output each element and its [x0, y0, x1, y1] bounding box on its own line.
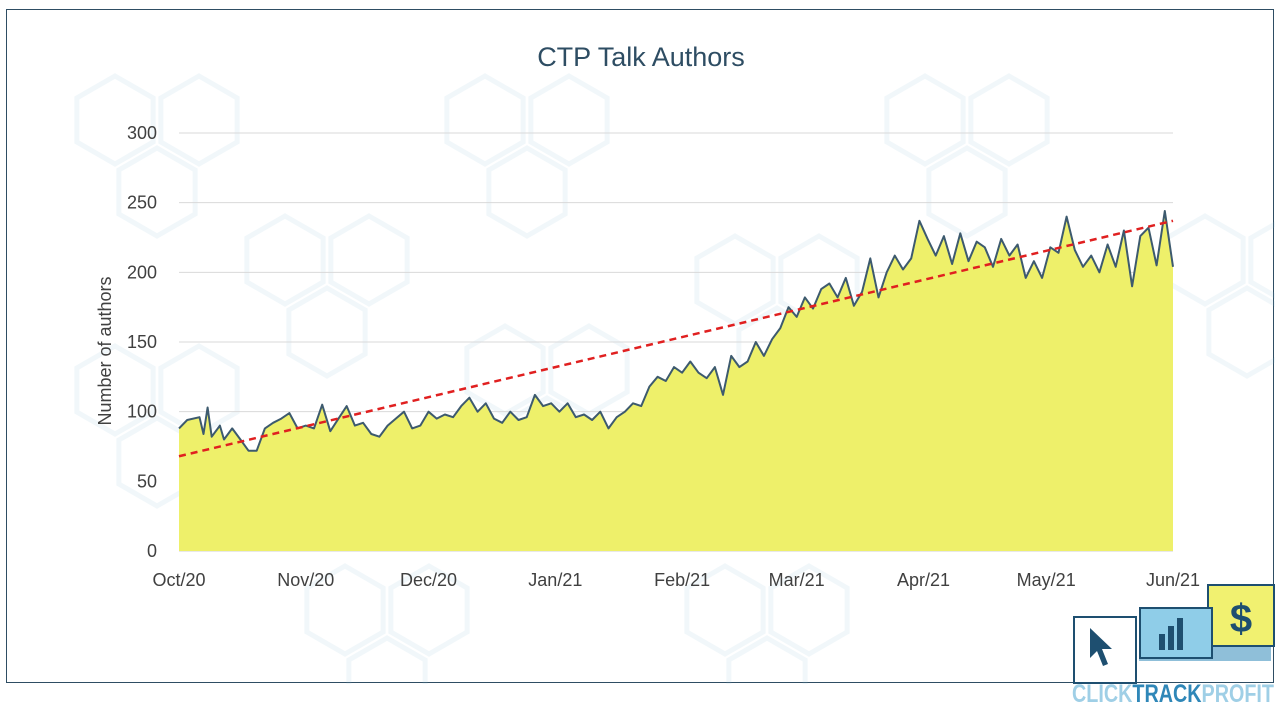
clicktrackprofit-logo: $ CLICKTRACKPROFIT [1072, 584, 1275, 706]
x-tick-label: Apr/21 [897, 570, 950, 590]
area-fill [179, 211, 1173, 551]
watermark-cursor-icon [304, 563, 386, 657]
watermark-cursor-icon [74, 73, 156, 167]
x-tick-label: Feb/21 [654, 570, 710, 590]
watermark-bar-chart-icon [726, 635, 808, 684]
x-axis-ticks: Oct/20 Nov/20 Dec/20 Jan/21 Feb/21 Mar/21 Apr/… [152, 570, 1200, 590]
watermark-dollar-icon [548, 323, 630, 417]
watermark-cursor-icon [244, 213, 326, 307]
chart-title: CTP Talk Authors [537, 42, 745, 72]
cursor-icon [1090, 628, 1112, 666]
y-tick-label: 250 [127, 193, 157, 213]
watermark-bar-chart-icon [926, 145, 1008, 239]
chart-frame: 0 50 100 150 200 250 300 Oct/20 Nov/20 Dec/20 Jan… [6, 9, 1275, 684]
watermark-cursor-icon [74, 343, 156, 437]
trendline [178, 219, 1174, 458]
logo-wordmark: CLICKTRACKPROFIT [1072, 680, 1274, 706]
series-layer [178, 210, 1174, 551]
y-axis-ticks: 0 50 100 150 200 250 300 [127, 123, 157, 561]
watermark-dollar-icon [968, 73, 1050, 167]
watermark-dollar-icon [1248, 221, 1275, 299]
watermark-cursor-icon [694, 233, 776, 327]
y-tick-label: 300 [127, 123, 157, 143]
y-tick-label: 100 [127, 402, 157, 422]
y-tick-label: 50 [137, 471, 157, 491]
x-tick-label: Oct/20 [152, 570, 205, 590]
series-line [178, 210, 1174, 452]
watermark-bar-chart-icon [486, 145, 568, 239]
watermark-cursor-icon [464, 323, 546, 417]
dollar-icon: $ [1230, 597, 1252, 641]
watermark-bar-chart-icon [286, 285, 368, 379]
watermark-cursor-icon [1164, 213, 1246, 307]
y-tick-label: 0 [147, 541, 157, 561]
watermark-dollar-icon [158, 73, 240, 167]
watermark-dollar-icon [328, 213, 410, 307]
watermark-cursor-icon [684, 563, 766, 657]
chart-canvas: 0 50 100 150 200 250 300 Oct/20 Nov/20 Dec/20 Jan… [74, 42, 1275, 684]
y-tick-label: 200 [127, 262, 157, 282]
x-tick-label: Jan/21 [528, 570, 582, 590]
bar-chart-icon [1159, 618, 1183, 650]
x-tick-label: May/21 [1017, 570, 1076, 590]
watermark-cursor-icon [884, 73, 966, 167]
watermark-dollar-icon [768, 563, 850, 657]
x-tick-label: Nov/20 [277, 570, 334, 590]
watermark-cursor-icon [444, 73, 526, 167]
watermark-bar-chart-icon [346, 635, 428, 684]
watermark-dollar-icon [388, 563, 470, 657]
watermark-bar-chart-icon [116, 145, 198, 239]
y-tick-label: 150 [127, 332, 157, 352]
x-tick-label: Mar/21 [769, 570, 825, 590]
watermark-dollar-icon [528, 73, 610, 167]
x-tick-label: Dec/20 [400, 570, 457, 590]
watermark-bar-chart-icon [1206, 285, 1275, 379]
y-axis-title: Number of authors [95, 276, 115, 425]
x-tick-label: Jun/21 [1146, 570, 1200, 590]
